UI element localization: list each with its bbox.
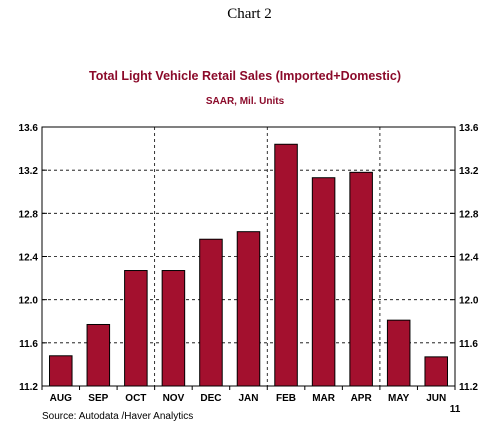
y-tick-label-right: 11.2: [459, 382, 478, 393]
chart-heading: Chart 2: [227, 6, 272, 22]
bar-oct: [124, 270, 148, 387]
y-tick-label-right: 11.6: [459, 339, 478, 350]
x-tick-label-oct: OCT: [125, 393, 146, 404]
x-tick-label-jun: JUN: [426, 393, 446, 404]
y-tick-label-right: 12.8: [459, 209, 479, 220]
bar-mar: [311, 177, 336, 387]
x-tick-label-sep: SEP: [88, 393, 108, 404]
bar-jan: [236, 231, 261, 387]
y-tick-label-left: 11.6: [19, 339, 38, 350]
bar-sep: [86, 323, 111, 387]
y-tick-label-left: 13.6: [19, 123, 39, 134]
y-tick-label-left: 11.2: [19, 382, 38, 393]
bar-apr: [349, 171, 373, 387]
y-tick-label-right: 12.0: [459, 296, 479, 307]
x-tick-label-apr: APR: [351, 393, 373, 404]
bar-dec: [199, 238, 223, 387]
x-tick-label-mar: MAR: [312, 393, 336, 404]
y-axis-left: 11.2 11.6 12.0 12.4 12.8 13.2 13.6: [19, 123, 47, 393]
x-axis-year-label: 11: [450, 404, 461, 415]
chart-title: Total Light Vehicle Retail Sales (Import…: [89, 69, 401, 83]
bar-nov: [161, 270, 186, 387]
x-tick-label-aug: AUG: [50, 393, 72, 404]
x-tick-label-dec: DEC: [200, 393, 221, 404]
y-tick-label-right: 13.6: [459, 123, 479, 134]
y-tick-label-left: 12.4: [19, 253, 39, 264]
x-tick-label-jan: JAN: [238, 393, 258, 404]
y-tick-label-right: 12.4: [459, 253, 479, 264]
x-tick-label-nov: NOV: [163, 393, 185, 404]
x-tick-label-may: MAY: [388, 393, 410, 404]
y-tick-label-right: 13.2: [459, 166, 479, 177]
bar-jun: [424, 356, 448, 387]
source-note: Source: Autodata /Haver Analytics: [42, 411, 193, 422]
x-axis: AUG SEP OCT NOV DEC JAN FEB MAR APR MAY JUN: [41, 386, 456, 404]
chart-subtitle: SAAR, Mil. Units: [206, 96, 285, 107]
y-tick-label-left: 13.2: [19, 166, 39, 177]
y-axis-right: 11.2 11.6 12.0 12.4 12.8 13.2 13.6: [450, 123, 479, 393]
y-tick-label-left: 12.0: [19, 296, 39, 307]
bars: [49, 143, 448, 387]
bar-may: [386, 319, 411, 387]
y-tick-label-left: 12.8: [19, 209, 39, 220]
bar-feb: [274, 143, 298, 387]
x-tick-label-feb: FEB: [276, 393, 296, 404]
bar-aug: [49, 355, 73, 387]
